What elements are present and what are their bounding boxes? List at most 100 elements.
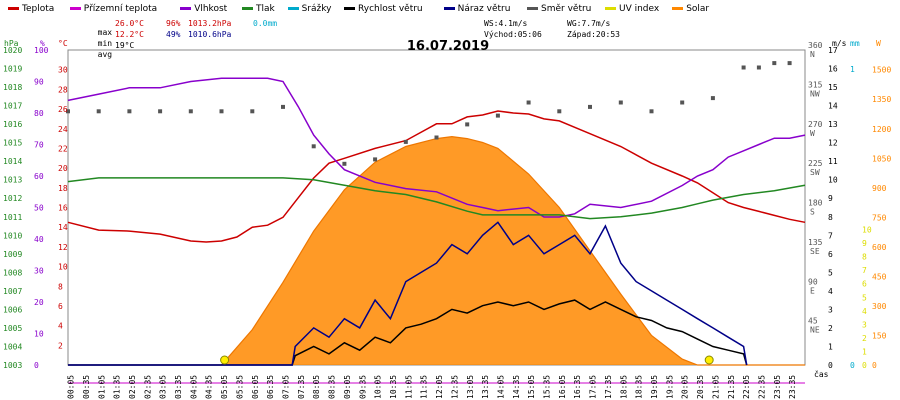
c-tick: 2	[58, 341, 63, 350]
legend-label: UV index	[619, 4, 660, 14]
x-tick: 19:05	[650, 375, 659, 399]
legend-item: Rychlost větru	[344, 4, 423, 14]
x-tick: 04:05	[189, 375, 198, 399]
c-tick: 24	[58, 125, 68, 134]
uv-tick: 10	[862, 226, 872, 235]
c-tick: 16	[58, 204, 68, 213]
w-tick: 450	[872, 272, 887, 281]
ms-tick: 11	[828, 157, 838, 166]
legend-swatch	[180, 7, 192, 10]
c-tick: 10	[58, 263, 68, 272]
ms-tick: 6	[828, 250, 833, 259]
c-tick: 6	[58, 302, 63, 311]
series-line-rychlost-větru	[68, 299, 748, 366]
direction-compass-tick: NW	[810, 89, 820, 98]
series-line-tlak	[67, 177, 806, 220]
legend-label: Náraz větru	[457, 4, 511, 14]
wind-direction-point	[96, 109, 101, 114]
wind-direction-point	[311, 144, 316, 149]
stats-min-label: min	[97, 39, 113, 48]
wind-direction-point	[281, 104, 285, 109]
pct-tick: 60	[34, 172, 44, 181]
stats-max-press: 1013.2hPa	[188, 19, 232, 28]
axis-label-c: °C	[58, 39, 68, 48]
legend-label: Teplota	[22, 4, 55, 14]
hpa-tick: 1003	[3, 361, 22, 370]
uv-tick: 6	[862, 280, 867, 289]
hpa-tick: 1014	[3, 157, 22, 166]
uv-tick: 3	[862, 320, 867, 329]
stats-labels: max	[88, 19, 112, 37]
ms-tick: 17	[828, 46, 838, 55]
x-tick: 10:35	[389, 375, 398, 399]
stats-min-temp: 12.2°C	[115, 30, 144, 39]
ms-tick: 10	[828, 176, 838, 185]
series-line-náraz-větru	[68, 221, 748, 366]
hpa-tick: 1013	[3, 176, 22, 185]
x-tick: 03:05	[159, 375, 168, 399]
legend-swatch	[8, 7, 19, 10]
pct-tick: 80	[34, 109, 44, 118]
legend-swatch	[242, 7, 253, 10]
wind-direction-point	[772, 61, 777, 66]
x-tick: 12:05	[435, 375, 444, 399]
x-axis-label: čas	[814, 369, 829, 379]
x-tick: 18:35	[635, 375, 644, 399]
axis-label-pct: %	[40, 39, 45, 48]
hpa-tick: 1011	[3, 213, 22, 222]
legend-item: Náraz větru	[443, 4, 511, 14]
wind-direction-point	[219, 109, 224, 114]
wind-direction-point	[403, 139, 408, 144]
axis-label-w: W	[876, 39, 881, 48]
hpa-tick: 1004	[3, 343, 22, 352]
mm-tick: 1	[850, 65, 855, 74]
legend-item: Přízemní teplota	[69, 4, 157, 14]
pct-tick: 100	[34, 46, 49, 55]
hpa-tick: 1010	[3, 231, 22, 240]
w-tick: 0	[872, 361, 877, 370]
stats-avg-label-row: avg	[88, 41, 112, 59]
ms-tick: 8	[828, 213, 833, 222]
legend-item: Solar	[672, 4, 709, 14]
pct-tick: 90	[34, 78, 44, 87]
wind-direction-point	[465, 122, 470, 127]
uv-tick: 9	[862, 239, 867, 248]
uv-tick: 8	[862, 253, 867, 262]
x-tick: 21:05	[711, 375, 720, 399]
x-tick: 11:35	[420, 375, 429, 399]
ms-tick: 14	[828, 102, 838, 111]
direction-degree-tick: 90	[808, 277, 818, 286]
hpa-tick: 1017	[3, 102, 22, 111]
legend-swatch	[443, 7, 455, 10]
ms-tick: 3	[828, 305, 833, 314]
pct-tick: 30	[34, 267, 44, 276]
wind-direction-point	[127, 109, 132, 114]
ms-tick: 9	[828, 194, 833, 203]
c-tick: 26	[58, 105, 68, 114]
stats-min-label-row: min	[88, 30, 112, 48]
x-tick: 23:05	[773, 375, 782, 399]
w-tick: 300	[872, 302, 887, 311]
legend-swatch	[672, 7, 684, 10]
x-tick: 00:35	[82, 375, 91, 399]
x-tick: 18:05	[619, 375, 628, 399]
x-tick: 22:35	[758, 375, 767, 399]
c-tick: 8	[58, 282, 63, 291]
direction-compass-tick: SE	[810, 247, 820, 256]
legend-swatch	[605, 7, 616, 10]
wind-direction-point	[710, 96, 715, 101]
x-tick: 01:05	[97, 375, 106, 399]
chart-title: 16.07.2019	[407, 39, 489, 54]
sunrise-marker	[220, 355, 230, 365]
stats-max-label: max	[97, 28, 113, 37]
w-tick: 900	[872, 184, 887, 193]
stats-max-temp: 26.0°C	[115, 19, 144, 28]
x-tick: 23:35	[788, 375, 797, 399]
w-tick: 1350	[872, 95, 891, 104]
hpa-tick: 1008	[3, 268, 22, 277]
direction-degree-tick: 270	[808, 120, 823, 129]
wind-direction-point	[158, 109, 163, 114]
legend-label: Rychlost větru	[358, 4, 423, 14]
wind-direction-point	[434, 135, 439, 140]
direction-compass-tick: W	[810, 129, 815, 138]
